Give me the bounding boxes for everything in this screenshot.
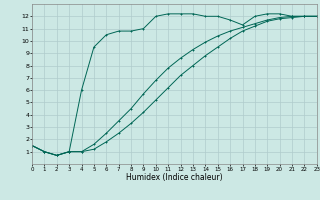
X-axis label: Humidex (Indice chaleur): Humidex (Indice chaleur) xyxy=(126,173,223,182)
